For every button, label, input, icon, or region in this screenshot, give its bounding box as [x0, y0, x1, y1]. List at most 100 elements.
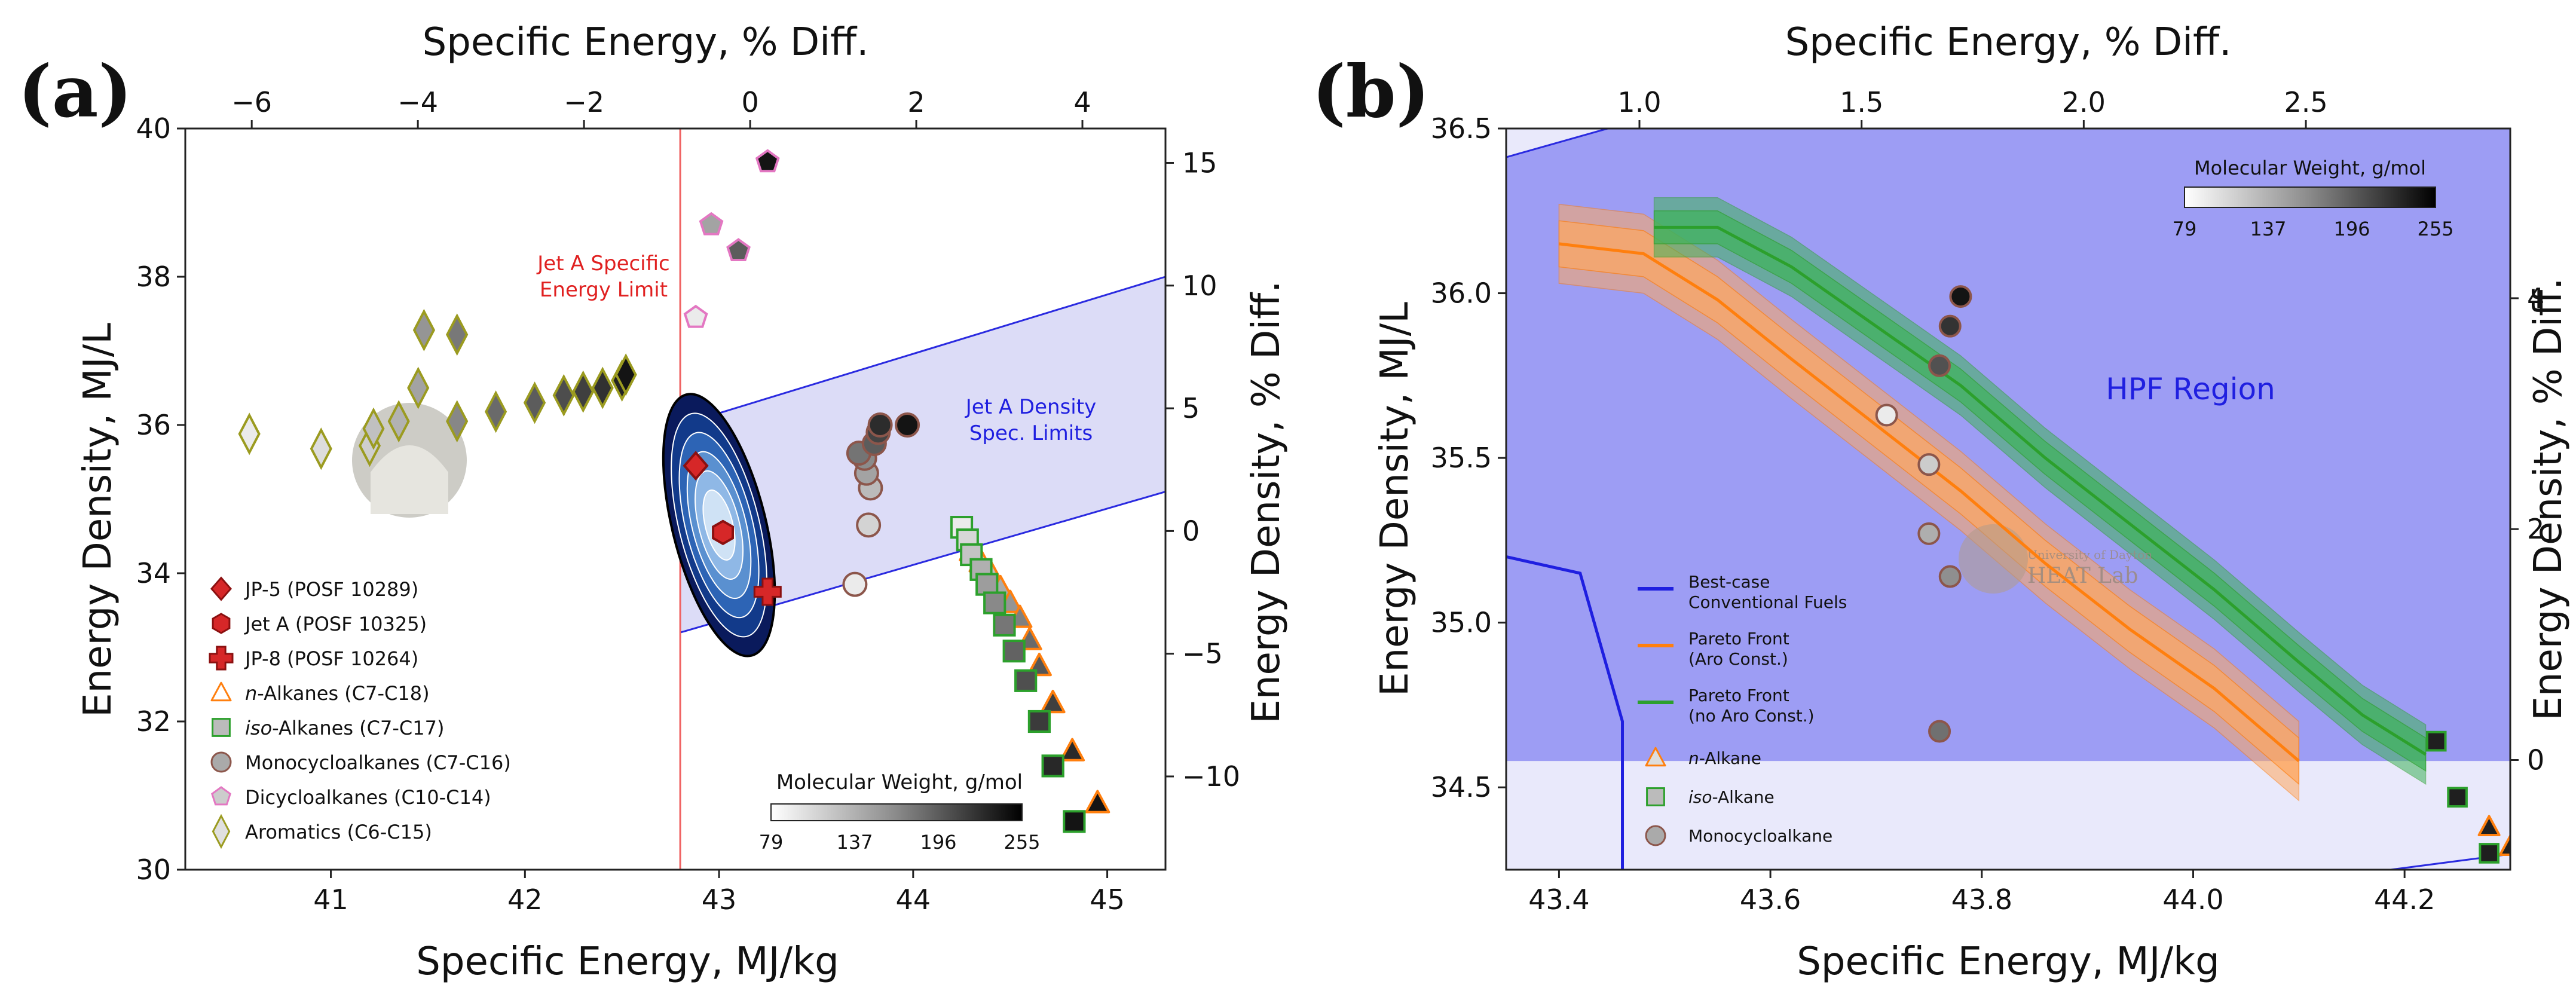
watermark-line2: HEAT Lab [2027, 564, 2138, 588]
a-legend-marker-triangle [210, 681, 232, 702]
panel-a-plot-frame [184, 127, 1167, 871]
a-point-circle [895, 412, 920, 438]
a-point-square [1014, 669, 1038, 692]
a-legend-label: Jet A (POSF 10325) [244, 613, 427, 635]
a-bottom-tick-label: 44 [896, 883, 931, 916]
panel-a-colorbar: Molecular Weight, g/mol 79 137 196 255 [759, 770, 1041, 854]
panel-a-right-axis-title: Energy Density, % Diff. [1244, 280, 1289, 723]
b-legend-marker-square [1646, 787, 1665, 806]
a-point-thin_diamond [614, 353, 637, 396]
a-point-diamond [683, 451, 709, 481]
panel-b-colorbar: Molecular Weight, g/mol 79 137 196 255 [2173, 157, 2454, 240]
panel-a: (a) 41 42 43 44 45 30 32 34 36 38 40 −6 −4 −2 0 2 4 −10 −5… [18, 20, 1289, 984]
b-point-triangle [2499, 834, 2510, 856]
b-legend-label-line2: (Aro Const.) [1688, 649, 1788, 669]
b-bottom-tick-label: 43.4 [1528, 883, 1589, 916]
panel-a-data-marks [238, 149, 1110, 833]
b-bottom-tick-label: 44.0 [2162, 883, 2223, 916]
a-point-thin_diamond [485, 390, 507, 433]
b-right-tick-label: 2 [2527, 513, 2544, 545]
a-point-triangle [1060, 738, 1085, 762]
hpf-upper-boundary [1506, 129, 1608, 158]
panel-b-x-axis-title: Specific Energy, MJ/kg [1797, 940, 2220, 984]
a-legend-label: Monocycloalkanes (C7-C16) [245, 751, 511, 774]
a-left-tick-label: 34 [136, 557, 171, 589]
a-legend-marker-plus [209, 646, 234, 671]
a-point-square [1002, 640, 1026, 663]
a-point-triangle [1040, 690, 1066, 714]
b-left-tick-label: 34.5 [1431, 771, 1492, 803]
a-legend-marker-circle [210, 751, 232, 773]
b-point-circle [1917, 453, 1941, 476]
b-legend-marker-triangle [1645, 747, 1666, 767]
a-point-circle [842, 571, 868, 597]
b-point-square [2447, 787, 2468, 808]
a-left-tick-label: 32 [136, 705, 171, 738]
b-legend-label-line2: (no Aro Const.) [1688, 706, 1815, 726]
a-legend-label: iso-Alkanes (C7-C17) [245, 717, 444, 739]
b-legend-label-italic: iso [1688, 787, 1712, 807]
a-legend-label-italic: iso [245, 717, 272, 739]
a-left-tick-label: 40 [136, 112, 171, 145]
a-legend-marker-hexagon [212, 613, 231, 634]
a-point-pentagon [683, 304, 708, 328]
a-point-hexagon [712, 519, 734, 546]
panel-a-label: (a) [18, 50, 132, 134]
a-top-tick-label: −6 [231, 86, 272, 118]
a-top-tick-label: −4 [397, 86, 438, 118]
density-limit-label-line2: Spec. Limits [969, 421, 1093, 445]
b-left-tick-label: 35.0 [1431, 607, 1492, 639]
heat-lab-watermark: University of Dayton HEAT Lab [1959, 524, 2152, 594]
pareto-aro-band-0 [1558, 203, 2300, 802]
density-upper-limit-line [680, 276, 1166, 426]
a-legend-label: JP-8 (POSF 10264) [244, 647, 418, 670]
a-legend-label: JP-5 (POSF 10289) [244, 578, 418, 601]
a-point-thin_diamond [523, 381, 546, 424]
b-point-circle [1928, 354, 1951, 377]
a-point-circle [856, 512, 882, 538]
pareto-no-aro-band-1 [1653, 210, 2427, 772]
a-point-thin_diamond [387, 400, 410, 443]
a-right-tick-label: −5 [1182, 638, 1223, 670]
a-point-thin_diamond [362, 407, 385, 450]
b-point-square [2479, 843, 2499, 864]
b-point-triangle [2477, 815, 2501, 836]
a-point-square [1027, 710, 1051, 733]
b-left-tick-label: 35.5 [1431, 442, 1492, 474]
panel-b-colorbar-gradient [2184, 186, 2436, 208]
a-point-thin_diamond [591, 366, 614, 409]
a-point-pentagon [755, 149, 780, 173]
watermark-line1: University of Dayton [2027, 548, 2152, 562]
a-point-thin_diamond [238, 412, 261, 455]
panel-a-colorbar-tick-255: 255 [1004, 831, 1040, 854]
b-legend-label: Monocycloalkane [1688, 826, 1832, 846]
a-point-thin_diamond [407, 366, 430, 409]
b-top-tick-label: 1.5 [1840, 86, 1883, 118]
a-point-square [975, 573, 999, 596]
a-bottom-tick-label: 41 [313, 883, 348, 916]
pareto-no-aro-band-0 [1653, 197, 2427, 785]
a-point-thin_diamond [446, 313, 469, 356]
b-right-tick-label: 4 [2527, 282, 2544, 314]
a-right-tick-label: −10 [1182, 760, 1240, 793]
a-legend-marker-pentagon [211, 786, 231, 806]
pareto-bands [1558, 197, 2427, 802]
a-point-square [1063, 810, 1086, 833]
b-top-tick-label: 2.0 [2062, 86, 2106, 118]
b-legend-label-line1: Best-case [1688, 572, 1770, 592]
b-legend-label-rest: -Alkane [1712, 787, 1775, 807]
b-point-circle [1938, 565, 1962, 588]
pareto-aro-band-1 [1558, 220, 2300, 785]
b-legend-label-line1: Pareto Front [1688, 686, 1789, 705]
a-point-circle [867, 412, 893, 438]
b-legend-label: iso-Alkane [1688, 787, 1775, 807]
panel-a-colorbar-gradient [770, 803, 1023, 821]
panel-b-line-0 [1506, 555, 1624, 870]
a-top-tick-label: −2 [564, 86, 604, 118]
a-point-triangle [1085, 790, 1110, 814]
panel-b-ticks: 43.4 43.6 43.8 44.0 44.2 34.5 35.0 35.5 36.0 36.5… [1431, 86, 2545, 916]
a-point-plus [753, 577, 782, 606]
b-legend-label-line2: Conventional Fuels [1688, 592, 1847, 612]
a-point-thin_diamond [310, 427, 332, 470]
